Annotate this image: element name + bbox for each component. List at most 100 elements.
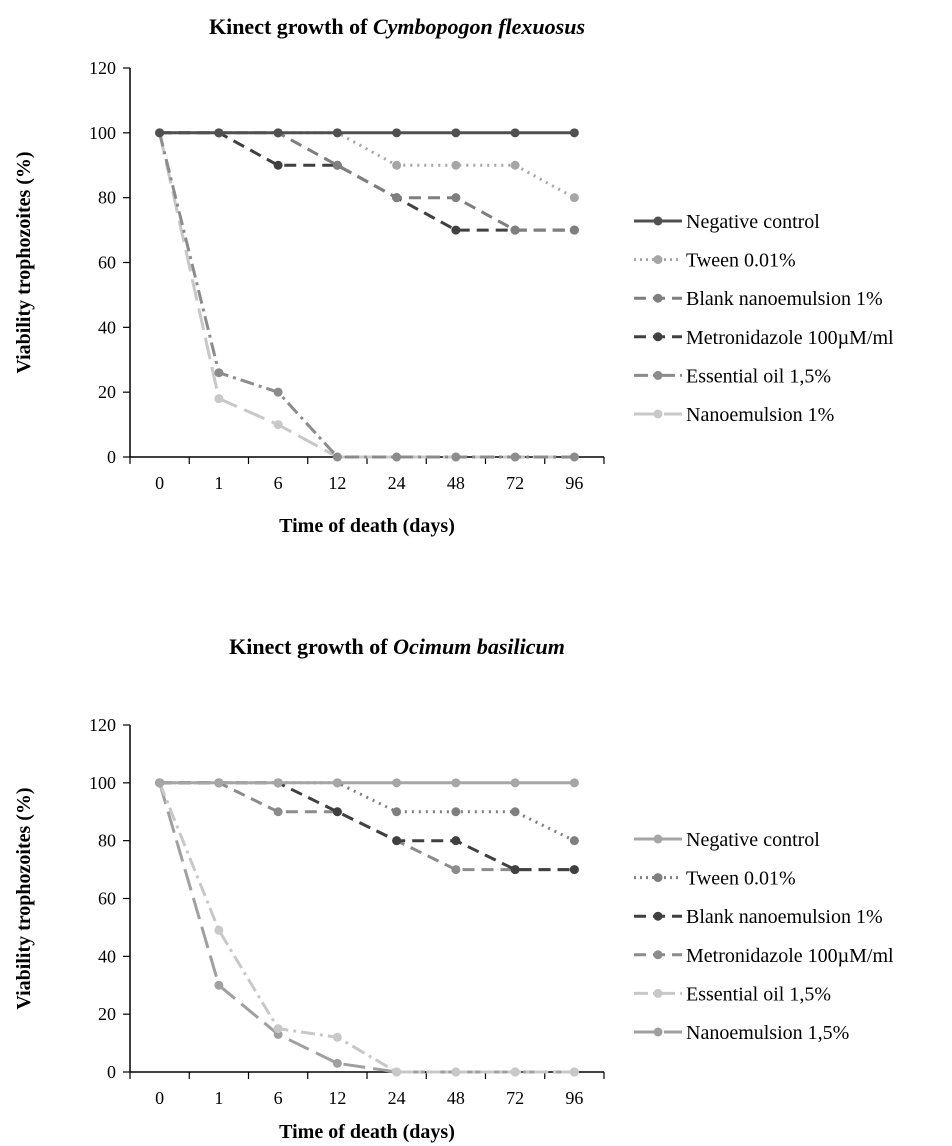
legend-marker [653, 370, 663, 380]
y-tick-label: 60 [98, 253, 116, 273]
y-tick-label: 80 [98, 188, 116, 208]
legend-marker [653, 834, 663, 844]
chart-title-species: Ocimum basilicum [393, 634, 565, 659]
series-line [159, 781, 575, 872]
y-tick-label: 60 [98, 889, 116, 909]
series-line [159, 131, 575, 232]
legend-label: Nanoemulsion 1,5% [686, 1022, 849, 1044]
legend-label: Nanoemulsion 1% [686, 404, 834, 426]
data-point [332, 128, 342, 138]
data-point [332, 1032, 342, 1042]
series-line [159, 131, 576, 200]
data-point [510, 225, 520, 235]
x-tick-label: 12 [328, 1088, 346, 1108]
data-point [332, 452, 342, 462]
y-tick-label: 100 [89, 773, 116, 793]
x-tick-label: 96 [565, 473, 583, 493]
chart-title: Kinect growth of Cymbopogon flexuosus [209, 14, 585, 39]
data-point [569, 778, 579, 788]
y-tick-label: 0 [107, 447, 116, 467]
legend-label: Blank nanoemulsion 1% [686, 906, 883, 928]
legend-marker [653, 409, 663, 419]
legend-label: Blank nanoemulsion 1% [686, 288, 883, 310]
chart-title: Kinect growth of Ocimum basilicum [229, 634, 565, 659]
data-point [451, 1067, 461, 1077]
legend-marker [653, 255, 663, 265]
y-tick-label: 120 [89, 58, 116, 78]
x-tick-label: 0 [155, 473, 164, 493]
legend-label: Essential oil 1,5% [686, 365, 831, 387]
series-line [159, 781, 576, 843]
data-point [569, 128, 579, 138]
data-point [510, 865, 520, 875]
y-tick-label: 40 [98, 946, 116, 966]
legend-label: Tween 0.01% [686, 868, 796, 890]
x-tick-label: 72 [506, 473, 524, 493]
x-tick-label: 12 [328, 473, 346, 493]
data-point [510, 452, 520, 462]
x-tick-label: 6 [274, 473, 283, 493]
chart-title-prefix: Kinect growth of [229, 634, 393, 659]
data-point [451, 193, 461, 203]
y-tick-label: 0 [107, 1062, 116, 1082]
y-axis-title: Viability trophozoites (%) [13, 151, 35, 373]
data-point [214, 778, 224, 788]
data-point [569, 1067, 579, 1077]
data-point [392, 128, 402, 138]
data-point [569, 193, 579, 203]
data-point [332, 807, 342, 817]
data-point [392, 1067, 402, 1077]
data-point [451, 778, 461, 788]
legend-label: Negative control [686, 829, 820, 851]
legend-marker [653, 332, 663, 342]
legend-marker [653, 293, 663, 303]
data-point [392, 807, 402, 817]
x-axis-title: Time of death (days) [279, 515, 455, 537]
x-tick-label: 1 [214, 473, 223, 493]
series-line [158, 132, 575, 459]
data-point [273, 128, 283, 138]
data-point [451, 807, 461, 817]
x-tick-label: 72 [506, 1088, 524, 1108]
chart-cymbopogon: Kinect growth of Cymbopogon flexuosus 0 20… [13, 14, 894, 537]
data-point [332, 1058, 342, 1068]
legend-label: Metronidazole 100µM/ml [686, 945, 894, 967]
y-tick-label: 100 [89, 123, 116, 143]
data-point [273, 387, 283, 397]
x-tick-label: 24 [388, 473, 406, 493]
data-point [214, 925, 224, 935]
legend-marker [653, 950, 663, 960]
data-point [392, 160, 402, 170]
legend-marker [653, 911, 663, 921]
x-tick-label: 96 [565, 1088, 583, 1108]
data-point [332, 160, 342, 170]
legend-marker [653, 873, 663, 883]
data-point [569, 836, 579, 846]
data-point [569, 225, 579, 235]
data-point [273, 160, 283, 170]
data-point [332, 778, 342, 788]
x-tick-label: 0 [155, 1088, 164, 1108]
data-point [273, 420, 283, 430]
data-point [214, 394, 224, 404]
data-point [510, 1067, 520, 1077]
y-axis-title: Viability trophozoites (%) [13, 787, 35, 1009]
data-point [510, 807, 520, 817]
x-tick-label: 6 [274, 1088, 283, 1108]
legend-label: Metronidazole 100µM/ml [686, 327, 894, 349]
data-point [392, 778, 402, 788]
legend-marker [653, 988, 663, 998]
data-point [510, 160, 520, 170]
legend-marker [653, 216, 663, 226]
data-point [392, 452, 402, 462]
data-point [214, 128, 224, 138]
chart-title-species: Cymbopogon flexuosus [373, 14, 585, 39]
x-axis-title: Time of death (days) [279, 1121, 455, 1143]
data-point [451, 836, 461, 846]
x-tick-label: 1 [214, 1088, 223, 1108]
data-point [392, 193, 402, 203]
x-tick-label: 24 [388, 1088, 406, 1108]
legend-label: Negative control [686, 211, 820, 233]
data-point [155, 128, 165, 138]
data-point [510, 778, 520, 788]
